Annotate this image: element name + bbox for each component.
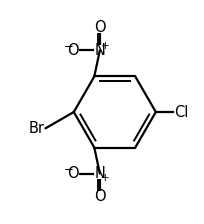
Text: O: O (94, 189, 105, 204)
Text: N: N (94, 166, 105, 181)
Text: Cl: Cl (173, 105, 187, 119)
Text: O: O (67, 166, 79, 181)
Text: +: + (100, 173, 109, 183)
Text: Br: Br (28, 121, 44, 136)
Text: N: N (94, 43, 105, 58)
Text: −: − (63, 40, 73, 53)
Text: O: O (67, 43, 79, 58)
Text: −: − (63, 163, 73, 176)
Text: +: + (100, 41, 109, 51)
Text: O: O (94, 20, 105, 35)
